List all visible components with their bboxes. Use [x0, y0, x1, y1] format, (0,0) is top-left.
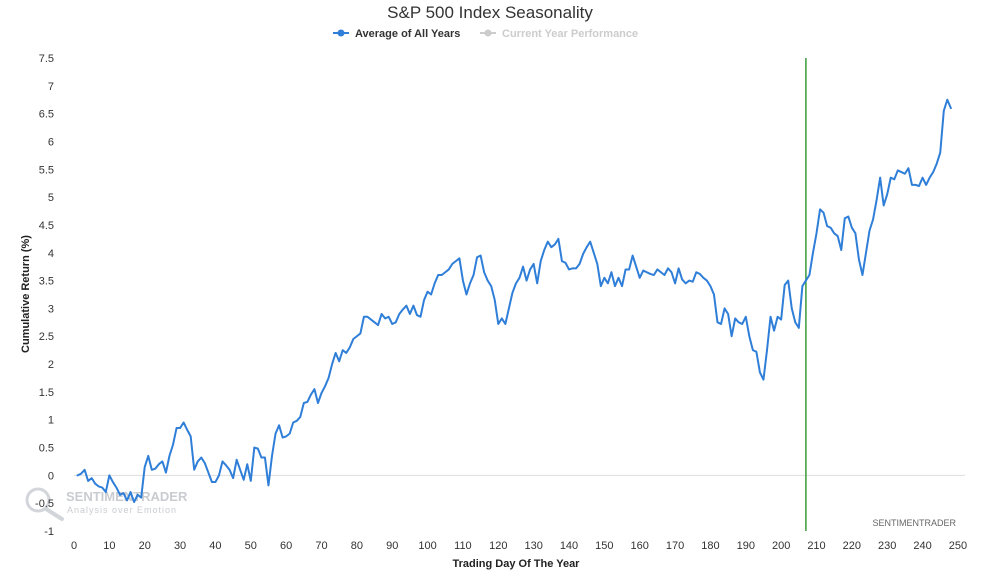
y-tick-label: 5.5 — [39, 164, 54, 176]
y-tick-label: 4.5 — [39, 220, 54, 232]
legend-label-average: Average of All Years — [355, 28, 460, 40]
watermark-tagline: Analysis over Emotion — [67, 505, 177, 515]
y-tick-label: -0.5 — [35, 498, 54, 510]
y-tick-label: 2 — [48, 359, 54, 371]
series-line-average — [76, 98, 952, 504]
x-tick-label: 150 — [595, 540, 613, 552]
legend-item-current-year[interactable]: Current Year Performance — [480, 28, 638, 40]
x-tick-label: 30 — [174, 540, 186, 552]
x-tick-label: 110 — [454, 540, 472, 552]
watermark-brand: SENTIMENTRADER — [66, 489, 188, 504]
x-tick-label: 120 — [489, 540, 507, 552]
x-tick-label: 10 — [103, 540, 115, 552]
x-tick-label: 40 — [209, 540, 221, 552]
x-tick-label: 160 — [631, 540, 649, 552]
y-tick-label: 2.5 — [39, 331, 54, 343]
y-tick-label: 0.5 — [39, 443, 54, 455]
x-tick-label: 100 — [418, 540, 436, 552]
x-tick-label: 220 — [843, 540, 861, 552]
legend-marker-current-year — [484, 29, 492, 37]
chart-title: S&P 500 Index Seasonality — [387, 3, 593, 22]
legend: Average of All Years Current Year Perfor… — [333, 28, 638, 40]
y-tick-label: 7.5 — [39, 53, 54, 65]
y-tick-label: 1.5 — [39, 387, 54, 399]
x-tick-label: 140 — [560, 540, 578, 552]
chart-credit: SENTIMENTRADER — [872, 518, 956, 528]
x-tick-label: 200 — [772, 540, 790, 552]
x-tick-label: 0 — [71, 540, 77, 552]
x-tick-label: 80 — [351, 540, 363, 552]
watermark: SENTIMENTRADER Analysis over Emotion — [25, 487, 188, 521]
y-tick-label: 3.5 — [39, 276, 54, 288]
x-tick-label: 170 — [666, 540, 684, 552]
x-tick-label: 180 — [701, 540, 719, 552]
x-tick-label: 70 — [315, 540, 327, 552]
y-tick-label: 6.5 — [39, 109, 54, 121]
legend-item-average[interactable]: Average of All Years — [333, 28, 460, 40]
x-tick-label: 130 — [524, 540, 542, 552]
y-tick-label: 0 — [48, 470, 54, 482]
plot-area — [74, 58, 965, 531]
y-axis: -1 -0.5 0 0.5 1 1.5 2 2.5 3 3.5 4 4.5 5 5.5 6 6.5 7 7.5 — [35, 53, 54, 538]
y-tick-label: 3 — [48, 303, 54, 315]
watermark-magnifier-icon — [25, 487, 51, 513]
x-tick-label: 190 — [737, 540, 755, 552]
y-tick-label: 6 — [48, 136, 54, 148]
y-tick-label: -1 — [44, 526, 54, 538]
x-tick-label: 240 — [913, 540, 931, 552]
x-tick-label: 250 — [949, 540, 967, 552]
y-tick-label: 5 — [48, 192, 54, 204]
x-axis-title: Trading Day Of The Year — [453, 558, 581, 570]
legend-marker-average — [337, 29, 345, 37]
y-tick-label: 1 — [48, 415, 54, 427]
y-tick-label: 4 — [48, 248, 54, 260]
x-tick-label: 20 — [139, 540, 151, 552]
x-axis: 0 10 20 30 40 50 60 70 80 90 100 110 120 130 140 150 160… — [71, 540, 967, 552]
x-tick-label: 60 — [280, 540, 292, 552]
x-tick-label: 230 — [878, 540, 896, 552]
x-tick-label: 210 — [807, 540, 825, 552]
x-tick-label: 50 — [245, 540, 257, 552]
watermark-magnifier-handle — [44, 507, 64, 521]
x-tick-label: 90 — [386, 540, 398, 552]
y-axis-title: Cumulative Return (%) — [20, 235, 32, 353]
y-tick-label: 7 — [48, 81, 54, 93]
legend-label-current-year: Current Year Performance — [502, 28, 638, 40]
